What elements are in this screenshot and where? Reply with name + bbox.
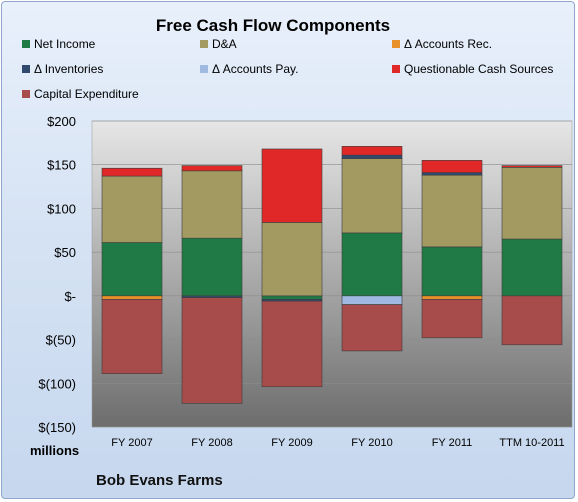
legend-swatch — [392, 40, 400, 48]
bar-segment — [261, 295, 323, 300]
legend-swatch — [22, 90, 30, 98]
bar-segment — [421, 174, 483, 248]
bar-segment — [341, 146, 403, 156]
legend: Net Income D&A Δ Accounts Rec. Δ Inventorie… — [22, 37, 553, 101]
x-tick-label: FY 2011 — [432, 437, 473, 449]
bar-segment — [101, 242, 163, 297]
x-tick-label: FY 2009 — [271, 437, 312, 449]
bars — [101, 146, 563, 404]
legend-label: Capital Expenditure — [34, 87, 139, 101]
legend-swatch — [22, 40, 30, 48]
y-tick-label: $150 — [47, 158, 76, 173]
legend-label: D&A — [212, 37, 237, 51]
y-tick-label: $- — [64, 289, 76, 304]
y-tick-label: $(50) — [46, 333, 76, 348]
bar-segment — [421, 246, 483, 297]
legend-label: Δ Inventories — [34, 62, 103, 76]
bar-segment — [101, 167, 163, 177]
bar-segment — [421, 160, 483, 173]
y-axis-unit-label: millions — [30, 443, 79, 458]
legend-label: Δ Accounts Pay. — [212, 62, 299, 76]
legend-label: Questionable Cash Sources — [404, 62, 553, 76]
y-axis: $200 $150 $100 $50 $- $(50) $(100) $(150) — [38, 114, 76, 435]
legend-label: Net Income — [34, 37, 96, 51]
bar-segment — [501, 238, 563, 297]
plot-area — [91, 120, 573, 428]
bar-segment — [421, 295, 483, 300]
y-tick-label: $200 — [47, 114, 76, 129]
bar-segment — [341, 232, 403, 297]
bar-segment — [501, 165, 563, 168]
bar-segment — [181, 237, 243, 297]
y-tick-label: $100 — [47, 201, 76, 216]
bar-segment — [501, 167, 563, 240]
bar-segment — [261, 148, 323, 223]
legend-swatch — [22, 65, 30, 73]
y-tick-label: $(100) — [38, 376, 76, 391]
chart-title: Free Cash Flow Components — [156, 16, 390, 35]
bar-segment — [421, 299, 483, 339]
bar-segment — [181, 297, 243, 404]
y-tick-label: $(150) — [38, 420, 76, 435]
bar-segment — [181, 170, 243, 239]
legend-label: Δ Accounts Rec. — [404, 37, 492, 51]
bar-segment — [421, 172, 483, 176]
x-tick-label: TTM 10-2011 — [499, 437, 564, 449]
bar-segment — [341, 154, 403, 159]
bar-segment — [101, 299, 163, 374]
x-tick-label: FY 2008 — [191, 437, 232, 449]
bar-segment — [341, 295, 403, 305]
bar-segment — [181, 165, 243, 172]
bar-segment — [261, 300, 323, 388]
bar-segment — [341, 158, 403, 234]
legend-swatch — [200, 65, 208, 73]
x-tick-label: FY 2010 — [351, 437, 392, 449]
gridlines — [92, 120, 572, 428]
legend-swatch — [200, 40, 208, 48]
bar-segment — [501, 295, 563, 346]
bar-segment — [101, 295, 163, 300]
company-name: Bob Evans Farms — [96, 472, 223, 489]
y-tick-label: $50 — [54, 245, 76, 260]
x-axis: FY 2007 FY 2008 FY 2009 FY 2010 FY 2011 TTM 1… — [111, 437, 564, 449]
bar-segment — [101, 175, 163, 243]
x-tick-label: FY 2007 — [111, 437, 152, 449]
bar-segment — [261, 222, 323, 297]
bar-segment — [341, 304, 403, 352]
legend-swatch — [392, 65, 400, 73]
